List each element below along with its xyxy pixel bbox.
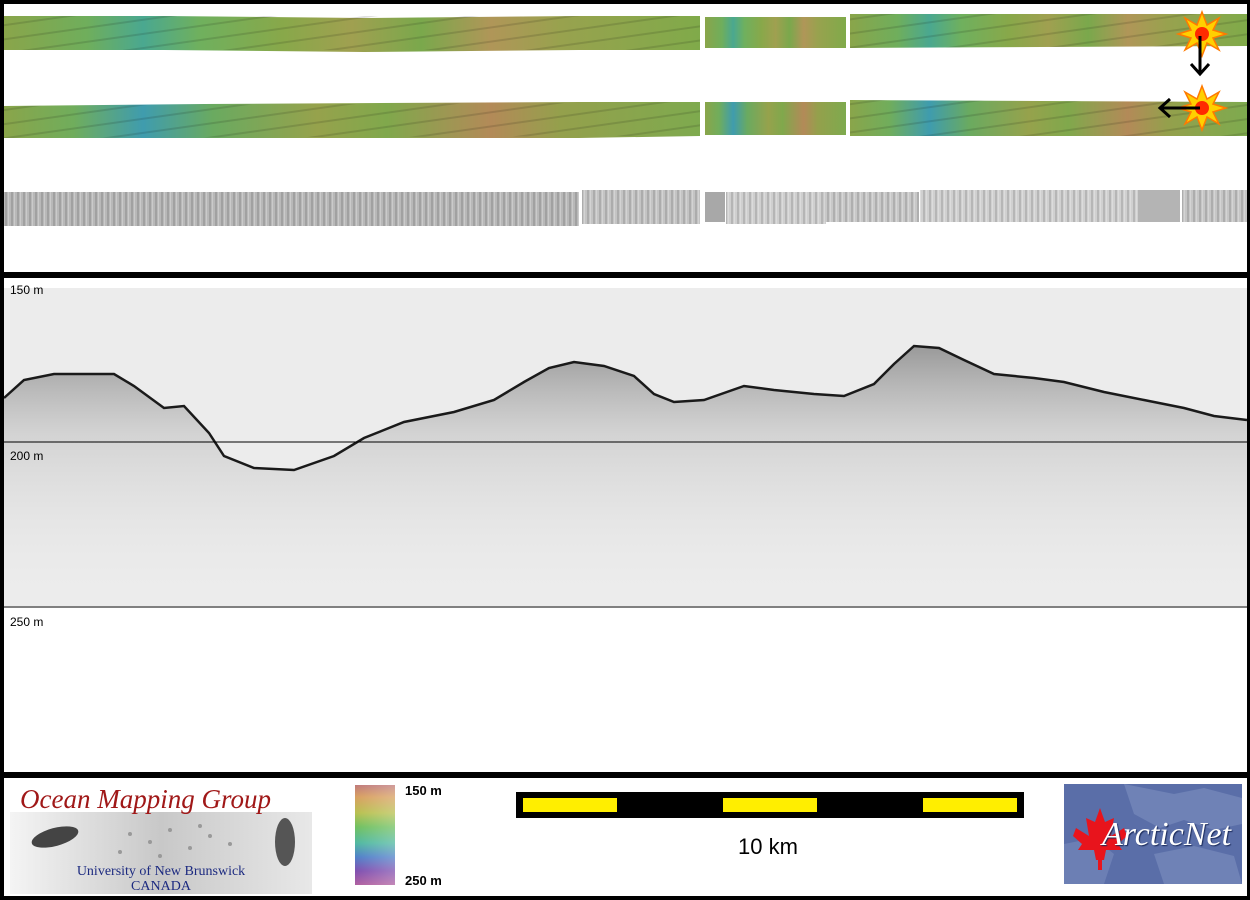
colorbar-bottom-label: 250 m bbox=[405, 873, 442, 888]
swath-strips-canvas bbox=[4, 9, 1247, 226]
profile-image bbox=[4, 288, 1247, 608]
seafloor-shading bbox=[4, 346, 1247, 598]
depth-label-150: 150 m bbox=[10, 283, 44, 297]
seafloor-line bbox=[4, 344, 1247, 472]
bathymetry-strip-2 bbox=[4, 100, 1247, 138]
depth-colorbar bbox=[355, 785, 395, 885]
sun-icon bbox=[1175, 9, 1229, 59]
depth-label-200: 200 m bbox=[10, 449, 44, 463]
scale-bar-label: 10 km bbox=[738, 834, 798, 859]
ocean-mapping-group-logo: Ocean Mapping Group University of New Br… bbox=[10, 782, 312, 894]
ocean-logo-country: CANADA bbox=[131, 879, 191, 894]
ocean-logo-artwork bbox=[10, 812, 312, 894]
subbottom-profile-panel: 150 m 200 m 250 m bbox=[4, 278, 1247, 772]
ocean-logo-title: Ocean Mapping Group bbox=[20, 784, 271, 814]
arcticnet-logo: ArcticNet bbox=[1064, 784, 1242, 884]
backscatter-strip bbox=[4, 190, 1247, 226]
arrow-down-icon bbox=[1189, 36, 1211, 77]
maple-leaf-icon bbox=[1073, 808, 1127, 870]
scale-bar-segment bbox=[923, 798, 1017, 812]
scale-bar-segment bbox=[523, 798, 617, 812]
sun-icon bbox=[1175, 83, 1229, 133]
scale-bar-segment bbox=[723, 798, 817, 812]
scale-bar bbox=[516, 792, 1024, 818]
depth-label-250: 250 m bbox=[10, 615, 44, 629]
bathymetry-strip-1 bbox=[4, 14, 1247, 52]
colorbar-top-label: 150 m bbox=[405, 783, 442, 798]
arrow-left-icon bbox=[1157, 97, 1200, 119]
footer-panel: Ocean Mapping Group University of New Br… bbox=[4, 778, 1247, 896]
swath-panel bbox=[4, 4, 1247, 272]
ocean-logo-university: University of New Brunswick bbox=[76, 864, 246, 879]
arcticnet-wordmark: ArcticNet bbox=[1102, 816, 1232, 853]
